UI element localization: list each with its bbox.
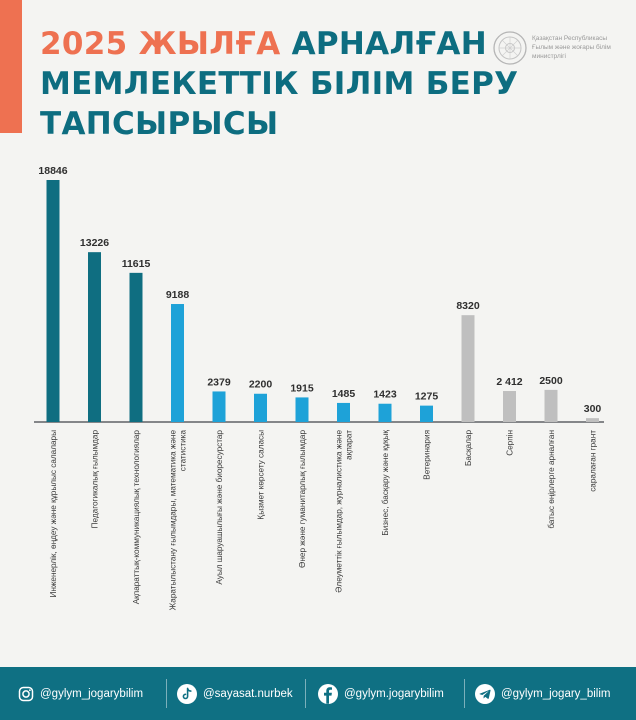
- bar: [46, 180, 60, 422]
- bar: [586, 418, 599, 422]
- category-label: Әлеуметтік ғылымдар, журналистика жәнеақ…: [335, 430, 354, 593]
- category-label: Өнер және гуманитарлық ғылымдар: [298, 430, 307, 568]
- bar: [378, 403, 392, 422]
- title-rest: АРНАЛҒАН: [291, 26, 487, 62]
- data-label: 1915: [290, 382, 314, 394]
- ministry-logo: Қазақстан Республикасы Ғылым және жоғары…: [492, 30, 632, 70]
- data-label: 18846: [38, 165, 67, 177]
- data-label: 2500: [539, 375, 563, 387]
- category-label: Серпін: [506, 430, 515, 456]
- page-title: 2025 ЖЫЛҒА АРНАЛҒАН МЕМЛЕКЕТТІК БІЛІМ БЕ…: [40, 24, 518, 144]
- ministry-name: Қазақстан Республикасы Ғылым және жоғары…: [532, 34, 628, 61]
- title-line-3: ТАПСЫРЫСЫ: [40, 106, 279, 142]
- data-label: 1423: [373, 389, 397, 401]
- bar: [544, 389, 558, 422]
- facebook-handle: @gylym.jogarybilim: [344, 687, 444, 700]
- title-line-1: 2025 ЖЫЛҒА АРНАЛҒАН: [40, 24, 518, 64]
- ministry-line-1: Қазақстан Республикасы: [532, 35, 608, 42]
- data-label: 1485: [332, 388, 356, 400]
- tiktok-handle: @sayasat.nurbek: [203, 687, 293, 700]
- category-label: Бизнес, басқару және құқық: [381, 430, 390, 536]
- category-label: Ветеринария: [423, 430, 432, 480]
- footer-divider: [464, 679, 465, 708]
- bar: [420, 405, 433, 422]
- ministry-line-2: Ғылым және жоғары білім: [532, 44, 611, 51]
- data-label: 2 412: [496, 376, 522, 388]
- category-label: Ақпараттық-коммуникациялық технологиялар: [132, 430, 141, 605]
- footer-tiktok[interactable]: @sayasat.nurbek: [177, 667, 293, 720]
- category-label: Қызмет көрсету саласы: [257, 430, 266, 520]
- title-line-2: МЕМЛЕКЕТТІК БІЛІМ БЕРУ: [40, 66, 519, 102]
- data-label: 13226: [80, 237, 109, 249]
- data-label: 8320: [456, 300, 480, 312]
- data-label: 2200: [249, 379, 273, 391]
- telegram-icon: [475, 683, 495, 704]
- emblem-icon: [493, 31, 527, 65]
- footer-instagram[interactable]: @gylym_jogarybilim: [18, 667, 143, 720]
- facebook-icon: [318, 683, 338, 704]
- accent-block: [0, 0, 22, 133]
- data-label: 2379: [207, 376, 231, 388]
- bar: [254, 393, 267, 422]
- footer-divider: [166, 679, 167, 708]
- bar-chart: 18846 Инженерлік, өңдеу және құрылыс сала…: [34, 165, 604, 611]
- footer-divider: [305, 679, 306, 708]
- data-label: 11615: [122, 258, 151, 270]
- instagram-icon: [18, 686, 34, 701]
- category-label: батыс өңірлерге арналған: [547, 430, 556, 529]
- category-label: Жаратылыстану ғылымдары, математика және…: [169, 430, 188, 611]
- bar: [129, 272, 143, 422]
- bar: [503, 391, 516, 422]
- telegram-handle: @gylym_jogary_bilim: [501, 687, 611, 700]
- bar: [295, 397, 309, 422]
- data-label: 9188: [166, 289, 190, 301]
- category-label: Педагогикалық ғылымдар: [91, 430, 100, 529]
- footer-telegram[interactable]: @gylym_jogary_bilim: [475, 667, 610, 720]
- category-label: Басқалар: [464, 430, 473, 466]
- ministry-line-3: министрлігі: [532, 53, 566, 60]
- instagram-handle: @gylym_jogarybilim: [40, 687, 144, 700]
- tiktok-icon: [177, 683, 197, 704]
- category-label: саралаған грант: [589, 430, 598, 492]
- bar: [461, 315, 475, 422]
- category-label: Ауыл шаруашылығы және биоресурстар: [215, 430, 224, 585]
- bar: [88, 252, 101, 422]
- footer-facebook[interactable]: @gylym.jogarybilim: [318, 667, 444, 720]
- category-label: Инженерлік, өңдеу және құрылыс салалары: [49, 430, 58, 598]
- data-label: 1275: [415, 391, 439, 403]
- bar: [171, 304, 184, 422]
- data-label: 300: [584, 403, 602, 415]
- bar: [212, 391, 226, 422]
- bar: [337, 402, 350, 422]
- footer: @gylym_jogarybilim @sayasat.nurbek @gyly…: [0, 667, 636, 720]
- title-year-highlight: 2025 ЖЫЛҒА: [40, 26, 281, 62]
